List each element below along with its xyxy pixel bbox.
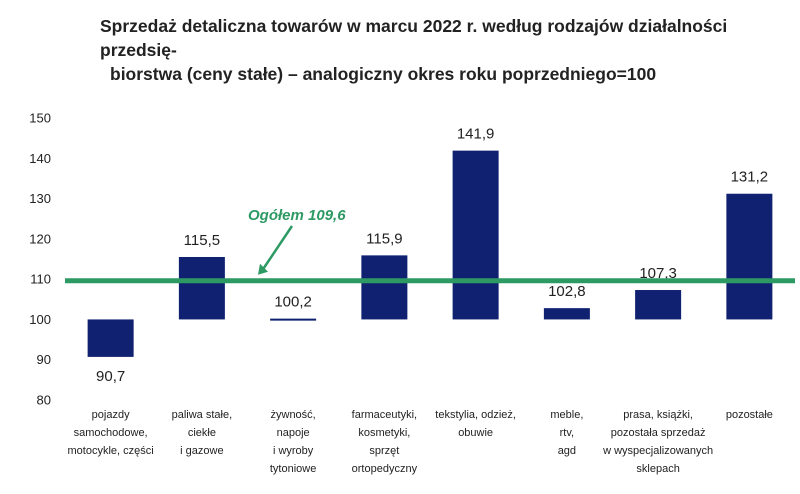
y-tick-label-90: 90 (37, 352, 51, 367)
category-label-1: pojazdy samochodowe, motocykle, części (68, 409, 154, 457)
category-label-2: paliwa stałe, ciekłe i gazowe (172, 409, 233, 457)
category-label-6: meble, rtv, agd (550, 409, 583, 457)
y-tick-label-100: 100 (29, 312, 51, 327)
category-label-3: żywność, napoje i wyroby tytoniowe (270, 409, 316, 475)
y-tick-label-80: 80 (37, 393, 51, 408)
annotation-arrow-shaft (260, 225, 294, 272)
data-label-1: 90,7 (96, 368, 125, 385)
category-label-7: prasa, książki, pozostała sprzedaż w wyspe… (602, 409, 713, 475)
y-tick-label-130: 130 (29, 191, 51, 206)
data-label-7: 107,3 (639, 265, 677, 282)
data-label-6: 102,8 (548, 283, 586, 300)
y-tick-label-120: 120 (29, 231, 51, 246)
bar-8 (726, 193, 773, 320)
data-label-2: 115,5 (184, 232, 220, 249)
chart-title-line-1: Sprzedaż detaliczna towarów w marcu 2022… (100, 16, 728, 60)
data-label-5: 141,9 (457, 126, 495, 143)
category-label-8: pozostałe (726, 409, 773, 421)
category-label-4: farmaceutyki, kosmetyki, sprzęt ortopedyczn… (352, 409, 418, 475)
annotation-arrow-head (258, 263, 268, 275)
bar-3 (270, 318, 317, 321)
y-tick-label-110: 110 (30, 272, 51, 287)
bar-2 (178, 256, 225, 320)
chart-title: Sprzedaż detaliczna towarów w marcu 2022… (100, 14, 790, 86)
bar-4 (361, 255, 408, 320)
bar-6 (543, 308, 590, 320)
y-tick-label-140: 140 (29, 151, 51, 166)
chart-title-line-2: biorstwa (ceny stałe) – analogiczny okre… (110, 64, 657, 84)
bar-7 (635, 290, 682, 320)
bar-5 (452, 150, 499, 320)
data-label-8: 131,2 (731, 169, 769, 186)
category-label-5: tekstylia, odzież, obuwie (435, 409, 516, 439)
data-label-4: 115,9 (366, 230, 402, 247)
data-label-3: 100,2 (274, 294, 312, 311)
bar-1 (87, 319, 134, 357)
y-tick-label-150: 150 (29, 111, 51, 126)
reference-line-label: Ogółem 109,6 (248, 207, 346, 224)
